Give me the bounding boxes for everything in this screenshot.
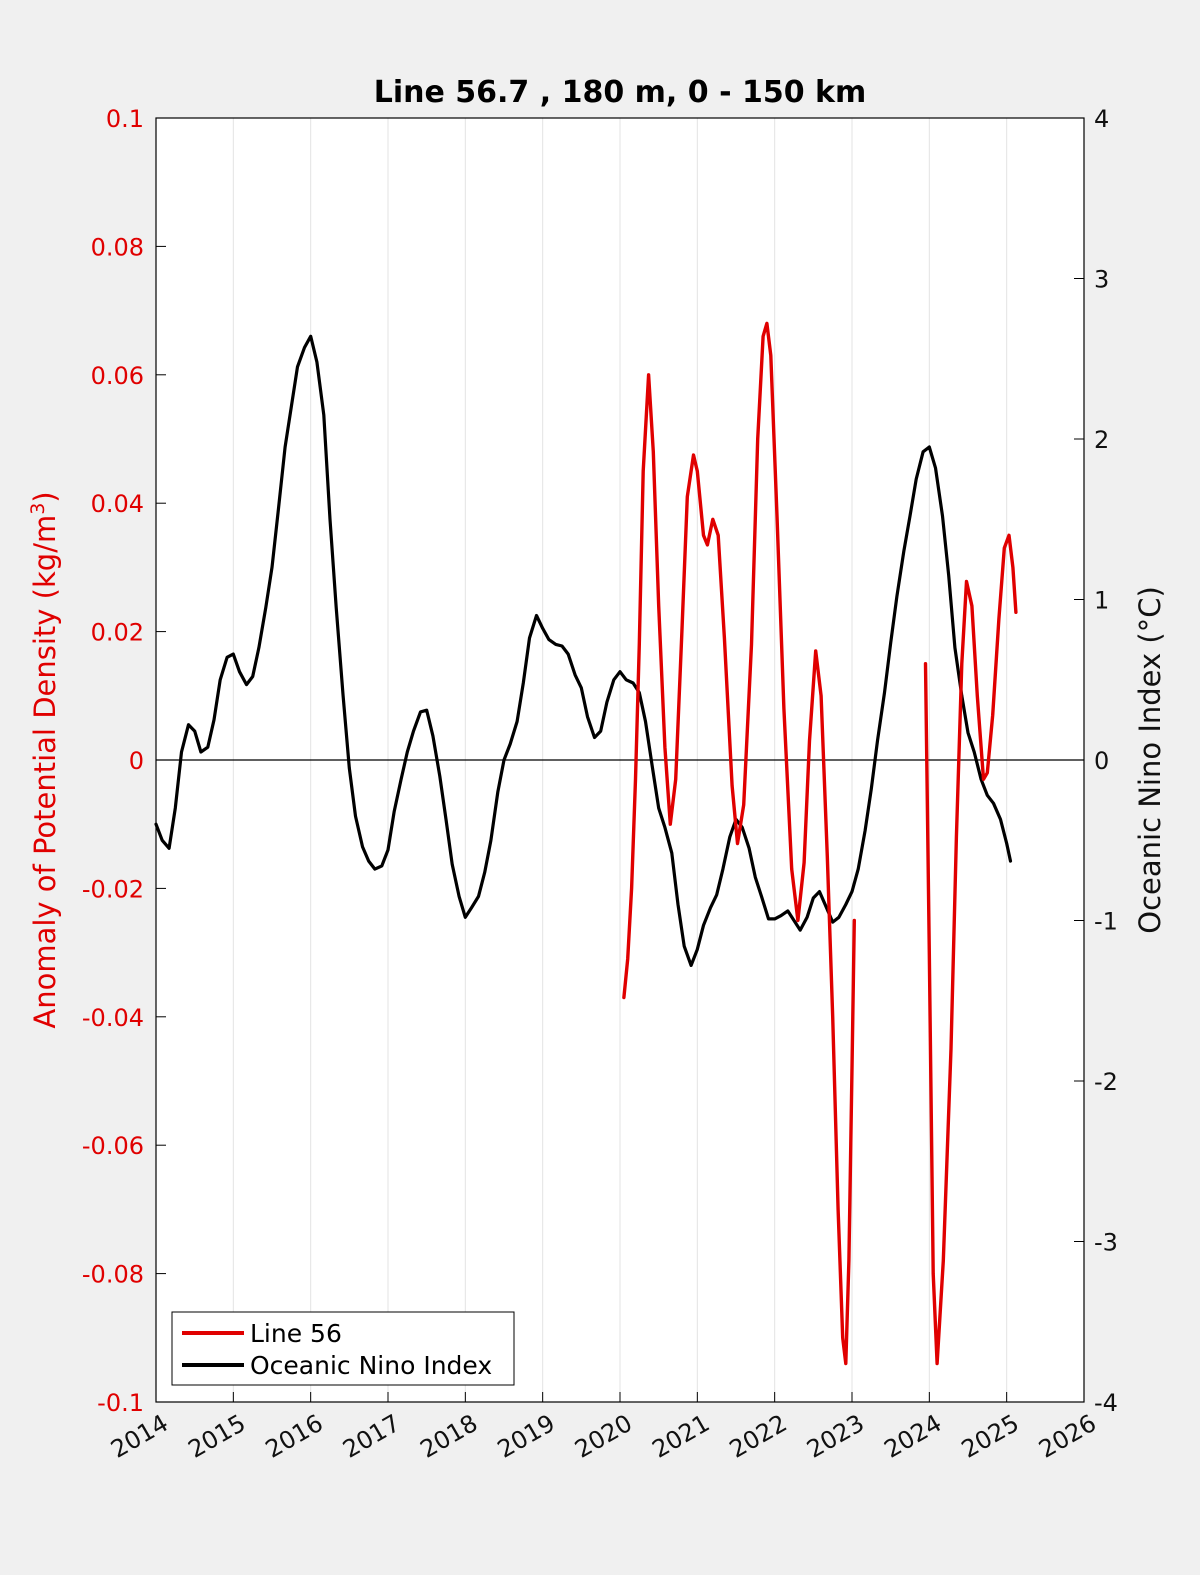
y-left-tick-label: -0.02 [82,875,144,903]
series-oceanic-nino-index [154,334,1013,967]
y-left-tick-label: 0 [129,747,144,775]
chart-title: Line 56.7 , 180 m, 0 - 150 km [374,75,867,110]
y-right-tick-label: -1 [1094,908,1118,936]
y-right-tick-label: 4 [1094,105,1109,133]
y-axis-left-label: Anomaly of Potential Density (kg/m3) [27,491,62,1028]
legend-box [171,1311,515,1386]
y-right-tick-label: 3 [1094,266,1109,294]
y-right-tick-label: -4 [1094,1389,1118,1417]
y-left-tick-label: 0.04 [91,490,144,518]
series-line56-segment-1 [622,321,856,1366]
y-axis-right-label: Oceanic Nino Index (°C) [1133,586,1167,934]
y-left-tick-label: -0.1 [97,1389,144,1417]
series-line56-segment-2 [923,533,1018,1366]
y-right-tick-label: 2 [1094,426,1109,454]
y-left-tick-label: 0.02 [91,619,144,647]
legend-label-line56: Line 56 [250,1319,342,1348]
y-right-tick-label: -2 [1094,1068,1118,1096]
y-right-tick-label: 1 [1094,587,1109,615]
y-axis-right: 4 3 2 1 0 -1 -2 -3 -4 [1074,105,1118,1417]
y-right-tick-label: 0 [1094,747,1109,775]
y-left-tick-label: 0.08 [91,233,144,261]
legend-label-oni: Oceanic Nino Index [250,1351,492,1380]
y-left-tick-label: 0.06 [91,362,144,390]
y-left-tick-label: -0.04 [82,1004,144,1032]
y-axis-left: 0.1 0.08 0.06 0.04 0.02 0 -0.02 -0.04 -0.06 -0.08… [82,105,166,1417]
y-right-tick-label: -3 [1094,1229,1118,1257]
y-left-tick-label: 0.1 [106,105,144,133]
y-left-tick-label: -0.08 [82,1261,144,1289]
y-left-tick-label: -0.06 [82,1132,144,1160]
series-layer [154,321,1018,1366]
legend: Line 56 Oceanic Nino Index [171,1311,515,1386]
